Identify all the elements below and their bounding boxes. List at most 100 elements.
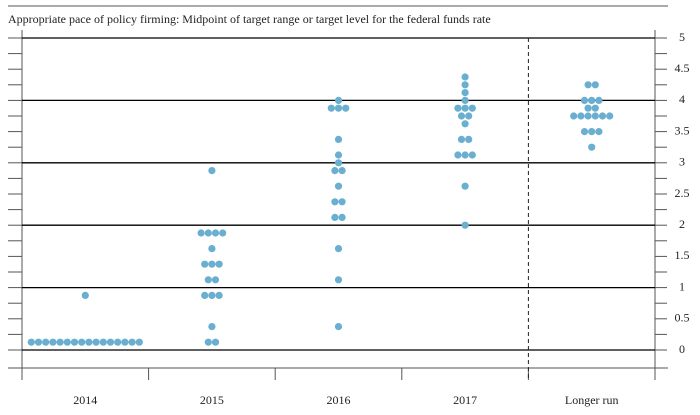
dot (49, 338, 57, 346)
dot (215, 260, 223, 268)
y-tick-label: 2 (679, 217, 685, 231)
dot (588, 128, 596, 136)
y-tick-label: 0 (679, 342, 685, 356)
dot (99, 338, 107, 346)
y-tick-label: 1.5 (675, 248, 690, 262)
y-tick-label: 0.5 (675, 311, 690, 325)
dot (208, 245, 216, 253)
y-tick-label: 3.5 (675, 123, 690, 137)
dot (342, 104, 350, 112)
dot (114, 338, 122, 346)
dot (208, 323, 216, 331)
dot (56, 338, 64, 346)
dot (580, 96, 589, 104)
x-tick-label: 2017 (453, 393, 477, 407)
dot (461, 104, 469, 112)
dot (334, 159, 343, 167)
dot (63, 338, 71, 346)
dot (595, 96, 603, 104)
dot (331, 167, 339, 175)
dot (606, 112, 614, 120)
dot (591, 104, 599, 112)
dot (461, 73, 469, 81)
dot (327, 104, 335, 112)
dot (461, 81, 469, 89)
dot (584, 104, 592, 112)
dot (334, 323, 343, 331)
dot (85, 338, 93, 346)
dot (211, 276, 220, 284)
dot (461, 96, 469, 104)
dot (201, 260, 209, 268)
dot (201, 291, 209, 299)
dot (584, 81, 592, 89)
x-tick-label: Longer run (565, 393, 619, 407)
dot (338, 213, 346, 221)
x-tick-label: 2016 (327, 393, 351, 407)
dot (334, 104, 343, 112)
dot (465, 112, 473, 120)
dot (42, 338, 50, 346)
dot (468, 104, 476, 112)
dot (106, 338, 115, 346)
dot (461, 221, 469, 229)
dot (338, 198, 346, 206)
dot (331, 213, 339, 221)
y-tick-label: 5 (679, 30, 685, 44)
dot (465, 135, 473, 143)
x-tick-label: 2015 (200, 393, 224, 407)
dot (584, 112, 592, 120)
dot (204, 276, 212, 284)
y-tick-label: 1 (679, 279, 685, 293)
dot (454, 104, 462, 112)
dot (121, 338, 129, 346)
chart-title: Appropriate pace of policy firming: Midp… (8, 12, 491, 26)
y-tick-label: 2.5 (675, 186, 690, 200)
dot (70, 338, 79, 346)
dot (215, 291, 223, 299)
dot (81, 291, 89, 299)
dot (334, 151, 343, 159)
dot (457, 112, 466, 120)
dot (580, 128, 589, 136)
dot (588, 143, 596, 151)
dot (461, 151, 469, 159)
dot (211, 229, 220, 237)
dot (598, 112, 607, 120)
y-tick-label: 4 (679, 92, 685, 106)
dot (454, 151, 462, 159)
dot (577, 112, 585, 120)
y-tick-label: 4.5 (675, 61, 690, 75)
dot (204, 338, 212, 346)
dot (461, 89, 469, 97)
dot (595, 128, 603, 136)
dot (78, 338, 86, 346)
dot (219, 229, 227, 237)
dot (34, 338, 43, 346)
dot (334, 276, 343, 284)
dot (135, 338, 143, 346)
dot (208, 167, 216, 175)
x-tick-label: 2014 (73, 393, 97, 407)
dot (211, 338, 220, 346)
dot (468, 151, 476, 159)
dot (461, 120, 469, 128)
dot (591, 81, 599, 89)
dot (338, 167, 346, 175)
dot (92, 338, 100, 346)
dot (461, 182, 469, 190)
dot (588, 96, 596, 104)
dot (570, 112, 578, 120)
dot (457, 135, 466, 143)
dot (27, 338, 35, 346)
dot (208, 260, 216, 268)
dot (197, 229, 205, 237)
y-tick-label: 3 (679, 155, 685, 169)
dot (591, 112, 599, 120)
dot (334, 245, 343, 253)
dot (334, 182, 343, 190)
dot (334, 96, 343, 104)
dot (331, 198, 339, 206)
dot (204, 229, 212, 237)
